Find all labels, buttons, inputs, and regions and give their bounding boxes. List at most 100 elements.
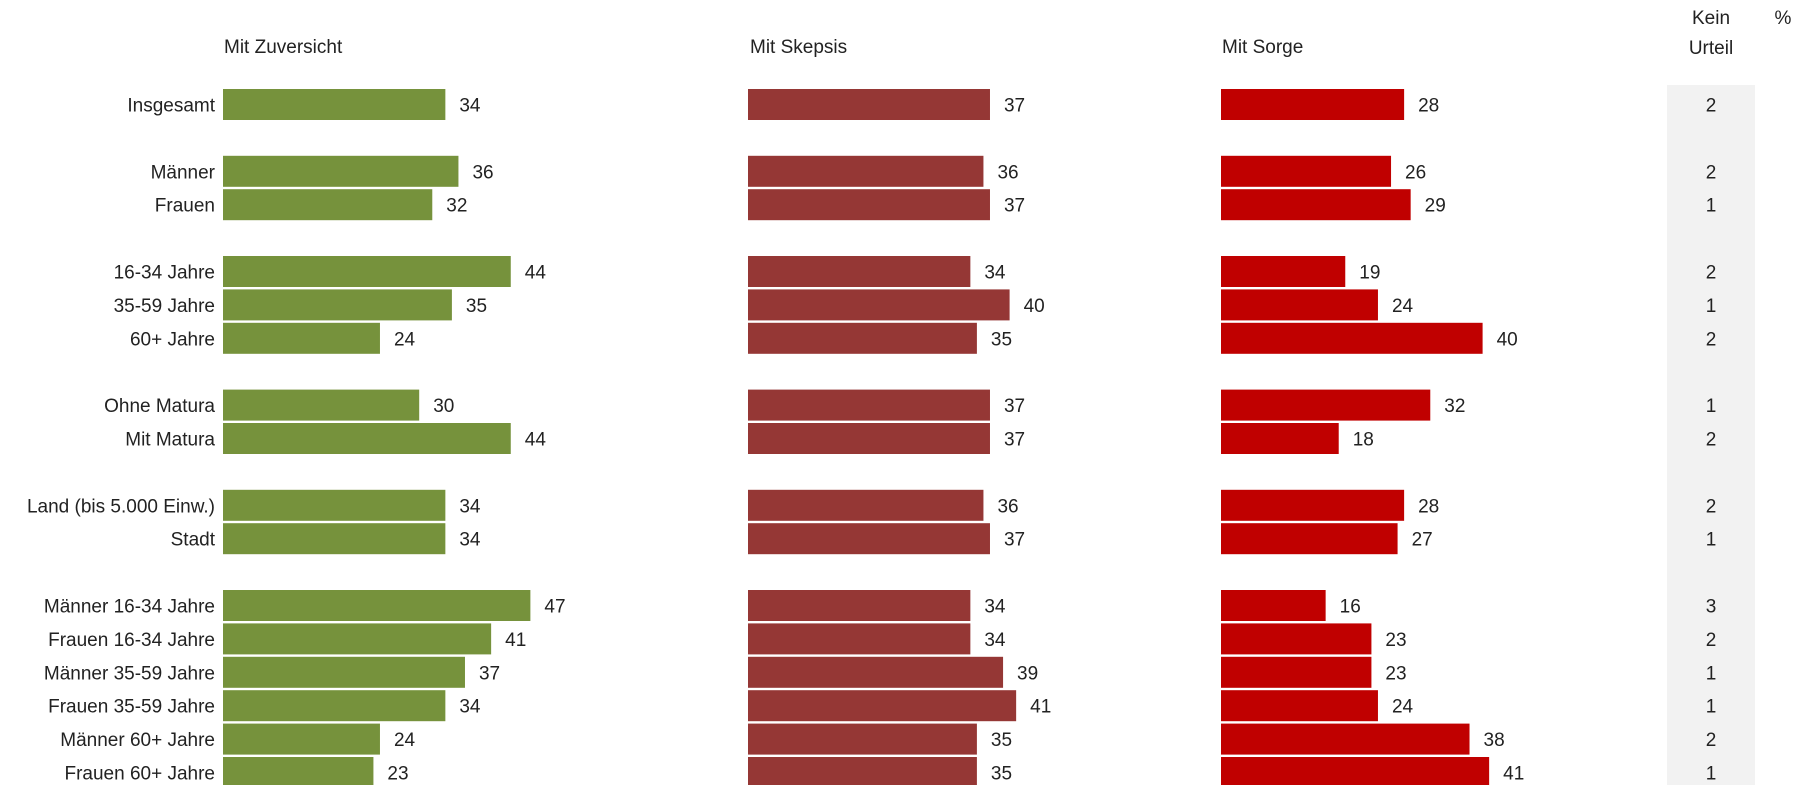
data-label-mit-skepsis-16-34-jahre: 34 (984, 263, 1006, 284)
data-label-mit-skepsis-m-nner: 36 (997, 162, 1018, 183)
bar-mit-zuversicht-insgesamt (223, 89, 446, 120)
data-label-kein-urteil-m-nner-35-59-jahre: 1 (1706, 663, 1717, 684)
bar-mit-zuversicht-mit-matura (223, 423, 511, 454)
bar-mit-zuversicht-frauen-16-34-jahre (223, 623, 492, 655)
data-label-kein-urteil-insgesamt: 2 (1706, 96, 1717, 117)
bar-mit-skepsis-frauen-60-jahre (748, 757, 977, 785)
data-label-mit-zuversicht-stadt: 34 (459, 530, 481, 551)
category-label-frauen-16-34-jahre: Frauen 16-34 Jahre (48, 630, 215, 651)
data-label-mit-sorge-frauen-16-34-jahre: 23 (1385, 630, 1406, 651)
data-label-mit-sorge-mit-matura: 18 (1353, 430, 1374, 451)
data-label-mit-skepsis-stadt: 37 (1004, 530, 1025, 551)
bar-mit-skepsis-35-59-jahre (748, 289, 1010, 321)
bar-mit-skepsis-insgesamt (748, 89, 990, 120)
data-label-mit-skepsis-mit-matura: 37 (1004, 430, 1025, 451)
series-header-zuversicht: Mit Zuversicht (224, 37, 343, 58)
data-label-mit-zuversicht-60-jahre: 24 (394, 329, 416, 350)
bar-mit-skepsis-frauen-35-59-jahre (748, 690, 1017, 722)
category-label-m-nner-35-59-jahre: Männer 35-59 Jahre (44, 663, 215, 684)
category-label-16-34-jahre: 16-34 Jahre (114, 263, 215, 284)
data-label-kein-urteil-stadt: 1 (1706, 530, 1717, 551)
bar-mit-sorge-35-59-jahre (1221, 289, 1378, 321)
no-opinion-background (1667, 85, 1755, 785)
bar-mit-skepsis-ohne-matura (748, 389, 990, 421)
data-label-kein-urteil-m-nner-16-34-jahre: 3 (1706, 597, 1717, 618)
data-label-mit-zuversicht-m-nner-60-jahre: 24 (394, 730, 416, 751)
bar-mit-skepsis-m-nner-16-34-jahre (748, 590, 971, 621)
category-label-m-nner: Männer (151, 162, 216, 183)
bar-mit-skepsis-mit-matura (748, 423, 990, 454)
bar-mit-sorge-frauen-16-34-jahre (1221, 623, 1372, 655)
bar-mit-skepsis-60-jahre (748, 322, 977, 354)
data-label-kein-urteil-land-bis-5-000-einw: 2 (1706, 496, 1717, 517)
no-opinion-header-line1: Kein (1692, 8, 1730, 29)
data-label-mit-zuversicht-frauen-16-34-jahre: 41 (505, 630, 526, 651)
data-label-mit-skepsis-ohne-matura: 37 (1004, 396, 1025, 417)
bar-mit-skepsis-m-nner-35-59-jahre (748, 656, 1004, 688)
bar-mit-skepsis-frauen (748, 189, 990, 221)
bar-mit-zuversicht-m-nner-35-59-jahre (223, 656, 465, 688)
data-label-kein-urteil-frauen-16-34-jahre: 2 (1706, 630, 1717, 651)
category-label-frauen-35-59-jahre: Frauen 35-59 Jahre (48, 697, 215, 718)
bar-mit-sorge-frauen-60-jahre (1221, 757, 1490, 785)
bar-mit-sorge-mit-matura (1221, 423, 1339, 454)
bar-mit-sorge-m-nner-35-59-jahre (1221, 656, 1372, 688)
data-label-mit-skepsis-60-jahre: 35 (991, 329, 1012, 350)
bar-mit-sorge-frauen-35-59-jahre (1221, 690, 1378, 722)
data-label-mit-sorge-insgesamt: 28 (1418, 96, 1439, 117)
data-label-mit-skepsis-35-59-jahre: 40 (1024, 296, 1045, 317)
data-label-mit-zuversicht-35-59-jahre: 35 (466, 296, 487, 317)
bar-mit-skepsis-16-34-jahre (748, 256, 971, 287)
data-label-kein-urteil-frauen-60-jahre: 1 (1706, 764, 1717, 785)
bar-mit-sorge-ohne-matura (1221, 389, 1431, 421)
data-label-mit-skepsis-frauen-35-59-jahre: 41 (1030, 697, 1051, 718)
series-header-skepsis: Mit Skepsis (750, 37, 847, 58)
bar-mit-zuversicht-m-nner-60-jahre (223, 723, 380, 755)
data-label-mit-sorge-60-jahre: 40 (1497, 329, 1518, 350)
data-label-kein-urteil-m-nner-60-jahre: 2 (1706, 730, 1717, 751)
data-label-mit-sorge-m-nner: 26 (1405, 162, 1426, 183)
data-label-mit-zuversicht-m-nner: 36 (472, 162, 493, 183)
bar-mit-skepsis-stadt (748, 523, 990, 555)
bar-mit-zuversicht-land-bis-5-000-einw (223, 489, 446, 521)
category-label-frauen: Frauen (155, 196, 215, 217)
bar-mit-sorge-land-bis-5-000-einw (1221, 489, 1405, 521)
data-label-mit-zuversicht-mit-matura: 44 (525, 430, 547, 451)
data-label-mit-sorge-stadt: 27 (1412, 530, 1433, 551)
bar-mit-sorge-60-jahre (1221, 322, 1483, 354)
bar-mit-zuversicht-16-34-jahre (223, 256, 511, 287)
data-label-kein-urteil-16-34-jahre: 2 (1706, 263, 1717, 284)
data-label-mit-sorge-m-nner-35-59-jahre: 23 (1385, 663, 1406, 684)
data-label-kein-urteil-m-nner: 2 (1706, 162, 1717, 183)
bar-mit-zuversicht-frauen (223, 189, 433, 221)
data-label-mit-sorge-frauen-35-59-jahre: 24 (1392, 697, 1414, 718)
no-opinion-header-line2: Urteil (1689, 38, 1733, 59)
bar-mit-zuversicht-m-nner-16-34-jahre (223, 590, 531, 621)
data-label-mit-sorge-land-bis-5-000-einw: 28 (1418, 496, 1439, 517)
data-label-mit-sorge-ohne-matura: 32 (1444, 396, 1465, 417)
data-label-kein-urteil-frauen-35-59-jahre: 1 (1706, 697, 1717, 718)
data-label-kein-urteil-mit-matura: 2 (1706, 430, 1717, 451)
category-label-m-nner-60-jahre: Männer 60+ Jahre (60, 730, 215, 751)
data-label-mit-skepsis-frauen-16-34-jahre: 34 (984, 630, 1006, 651)
bar-mit-sorge-m-nner-16-34-jahre (1221, 590, 1326, 621)
bar-mit-zuversicht-frauen-35-59-jahre (223, 690, 446, 722)
bar-mit-sorge-insgesamt (1221, 89, 1405, 120)
category-label-land-bis-5-000-einw: Land (bis 5.000 Einw.) (27, 496, 215, 517)
bar-mit-skepsis-m-nner (748, 155, 984, 187)
data-label-mit-zuversicht-m-nner-35-59-jahre: 37 (479, 663, 500, 684)
data-label-mit-skepsis-m-nner-16-34-jahre: 34 (984, 597, 1006, 618)
bar-mit-skepsis-frauen-16-34-jahre (748, 623, 971, 655)
bar-mit-skepsis-land-bis-5-000-einw (748, 489, 984, 521)
bar-mit-zuversicht-ohne-matura (223, 389, 420, 421)
data-label-mit-skepsis-frauen: 37 (1004, 196, 1025, 217)
data-label-mit-sorge-35-59-jahre: 24 (1392, 296, 1414, 317)
data-label-mit-skepsis-m-nner-60-jahre: 35 (991, 730, 1012, 751)
data-label-mit-sorge-frauen-60-jahre: 41 (1503, 764, 1524, 785)
category-label-frauen-60-jahre: Frauen 60+ Jahre (64, 764, 215, 785)
bar-mit-zuversicht-m-nner (223, 155, 459, 187)
data-label-kein-urteil-ohne-matura: 1 (1706, 396, 1717, 417)
data-label-mit-skepsis-land-bis-5-000-einw: 36 (997, 496, 1018, 517)
category-label-35-59-jahre: 35-59 Jahre (114, 296, 215, 317)
